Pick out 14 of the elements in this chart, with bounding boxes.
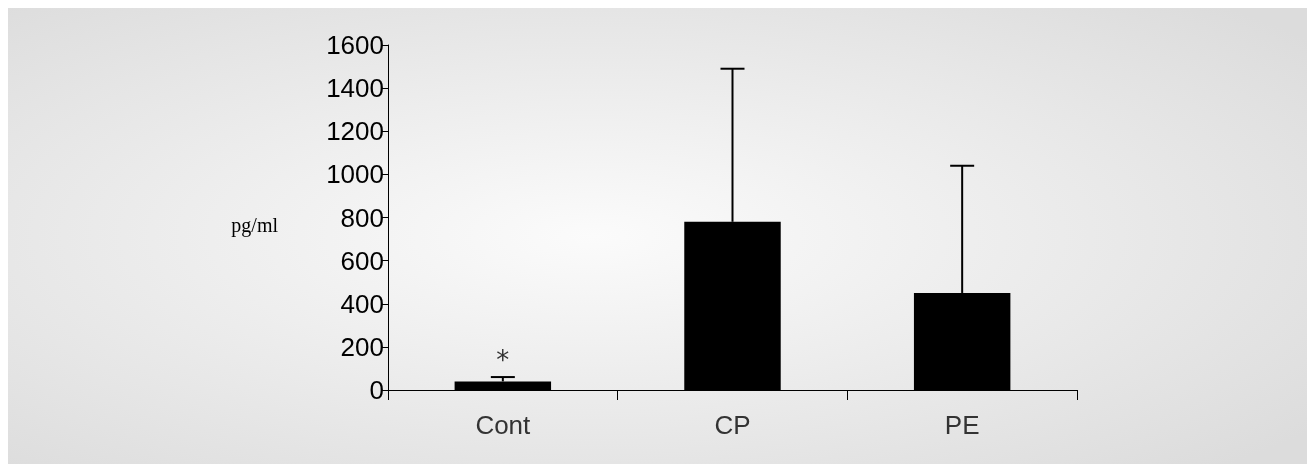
y-tick-label: 1400 (326, 73, 384, 104)
y-tick-label: 800 (340, 202, 384, 233)
x-tick-label: PE (944, 410, 980, 440)
y-tick-label: 1000 (326, 159, 384, 190)
y-tick-label: 200 (340, 331, 384, 362)
y-tick-label: 1200 (326, 116, 384, 147)
y-tick-label: 1600 (326, 30, 384, 60)
x-tick-label: Cont (475, 410, 532, 440)
y-axis-title: pg/ml (231, 214, 279, 237)
y-tick-label: 600 (340, 245, 384, 276)
x-tick-label: CP (714, 410, 751, 440)
y-tick-label: 0 (369, 375, 384, 405)
y-tick-label: 400 (340, 288, 384, 319)
annotation: * (496, 345, 510, 376)
